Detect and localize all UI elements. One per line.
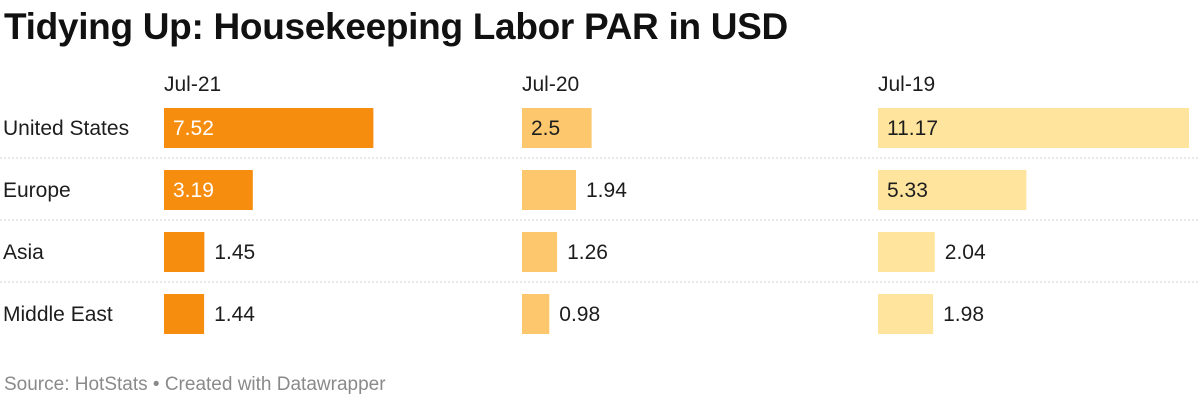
bar [522, 294, 550, 334]
bar [164, 108, 374, 148]
bar [164, 232, 205, 272]
value-label: 5.33 [887, 179, 928, 202]
bar [878, 232, 935, 272]
value-label: 1.45 [214, 241, 255, 264]
series-header: Jul-20 [522, 73, 579, 96]
value-label: 2.5 [531, 117, 560, 140]
value-label: 1.98 [943, 303, 984, 326]
value-label: 11.17 [887, 117, 938, 140]
value-label: 1.26 [567, 241, 608, 264]
value-label: 3.19 [173, 179, 214, 202]
value-label: 0.98 [559, 303, 600, 326]
value-labels: 7.52 3.19 1.45 1.44 2.5 1.94 1.26 0.98 11.17 5.33… [173, 117, 986, 326]
bar [878, 170, 1027, 210]
value-label: 1.94 [586, 179, 627, 202]
bars [164, 108, 1189, 334]
value-label: 1.44 [214, 303, 255, 326]
bar [522, 170, 577, 210]
source-note: Source: HotStats • Created with Datawrap… [4, 374, 386, 395]
value-label: 2.04 [945, 241, 986, 264]
bar [164, 294, 205, 334]
category-label: Europe [3, 179, 71, 202]
series-headers: Jul-21 Jul-20 Jul-19 [164, 73, 935, 96]
bar [878, 108, 1189, 148]
series-header: Jul-19 [878, 73, 935, 96]
category-label: United States [3, 117, 129, 140]
value-label: 7.52 [173, 117, 214, 140]
bar [164, 170, 253, 210]
category-label: Middle East [3, 303, 113, 326]
bar [522, 232, 558, 272]
category-labels: United States Europe Asia Middle East [3, 117, 129, 326]
row-separators [0, 157, 1200, 283]
bar [878, 294, 934, 334]
bar [522, 108, 592, 148]
category-label: Asia [3, 241, 44, 264]
chart-title: Tidying Up: Housekeeping Labor PAR in US… [4, 6, 788, 47]
series-header: Jul-21 [164, 73, 221, 96]
